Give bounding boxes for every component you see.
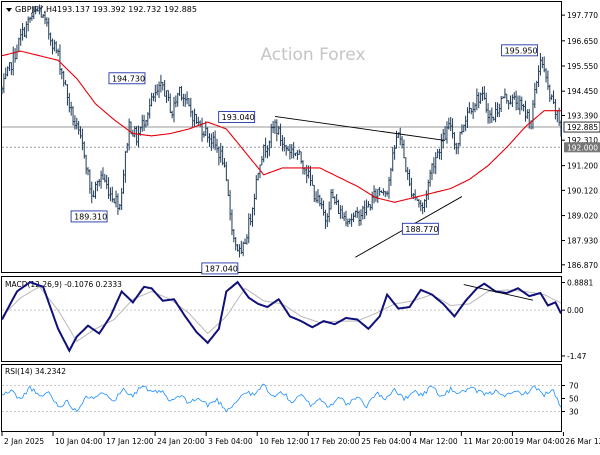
price-axis-label: 187.930	[567, 237, 598, 246]
price-axis-label: 189.020	[567, 212, 598, 221]
price-axis-label: 194.450	[567, 87, 598, 96]
macd-axis-label: -1.47	[567, 352, 587, 361]
trendline	[274, 115, 446, 141]
x-axis-label: 10 Feb 12:00	[259, 437, 308, 446]
price-callout-label: 187.040	[205, 264, 238, 273]
macd-axis-label: 0.8881	[567, 278, 593, 287]
price-axis-label: 196.650	[567, 37, 598, 46]
price-panel-frame	[1, 1, 562, 273]
symbol-dropdown-icon[interactable]	[6, 8, 12, 12]
x-axis-label: 17 Jan 12:00	[106, 437, 154, 446]
x-axis-label: 11 Mar 20:00	[463, 437, 513, 446]
rsi-axis-label: 30	[569, 408, 579, 417]
macd-layer: 0.8881 0.00 -1.47	[1, 278, 593, 361]
price-axis-label: 197.770	[567, 11, 598, 20]
rsi-line	[1, 383, 562, 413]
x-axis-label: 17 Feb 20:00	[310, 437, 359, 446]
macd-axis-label: 0.00	[567, 306, 584, 315]
price-callout	[218, 111, 256, 123]
price-callout-label: 193.040	[222, 113, 255, 122]
ohlc-values: 193.137 193.392 192.732 192.885	[57, 5, 197, 14]
rsi-axis-label: 70	[569, 382, 579, 391]
x-axis-label: 4 Mar 12:00	[412, 437, 458, 446]
moving-average-line	[1, 50, 561, 203]
rsi-axis-label: 50	[569, 395, 579, 404]
price-callout	[501, 44, 539, 57]
price-callout-label: 189.310	[74, 212, 107, 221]
macd-title: MACD(12,26,9) -0.1076 0.2333	[5, 280, 122, 289]
x-axis-label: 24 Jan 20:00	[157, 437, 205, 446]
price-callout	[70, 210, 108, 223]
price-level-label: 192.000	[567, 143, 598, 152]
x-axis: 2 Jan 2025 10 Jan 04:00 17 Jan 12:00 24 Jan…	[1, 432, 600, 446]
x-axis-label: 2 Jan 2025	[4, 437, 44, 446]
price-axis-label: 195.550	[567, 62, 598, 71]
price-axis-label: 186.870	[567, 261, 598, 270]
price-axis-label: 190.120	[567, 186, 598, 195]
price-layer: 197.770 196.650 195.550 194.450 193.390 192.3…	[0, 4, 600, 275]
price-level-badge	[564, 142, 600, 153]
price-axis-label: 193.390	[567, 111, 598, 120]
macd-trendline	[463, 284, 534, 301]
price-callout	[401, 222, 439, 235]
price-callout-label: 188.770	[405, 225, 438, 234]
x-axis-label: 3 Feb 04:00	[208, 437, 253, 446]
price-callout-label: 194.730	[112, 74, 145, 83]
rsi-layer: 70 50 30	[1, 382, 579, 417]
price-callout	[108, 72, 146, 85]
price-level-label: 192.885	[567, 123, 598, 132]
x-axis-label: 26 Mar 12:00	[565, 437, 600, 446]
rsi-title: RSI(14) 34.2342	[5, 367, 66, 376]
price-axis-label: 192.310	[567, 136, 598, 145]
price-callout	[201, 262, 239, 275]
price-callout-label: 195.950	[505, 46, 538, 55]
price-axis-label: 191.200	[567, 162, 598, 171]
price-level-badge	[563, 121, 600, 133]
x-axis-label: 25 Feb 04:00	[361, 437, 410, 446]
x-axis-label: 10 Jan 04:00	[55, 437, 103, 446]
macd-line	[1, 280, 562, 353]
x-axis-label: 19 Mar 04:00	[514, 437, 564, 446]
watermark: Action Forex	[260, 45, 365, 65]
